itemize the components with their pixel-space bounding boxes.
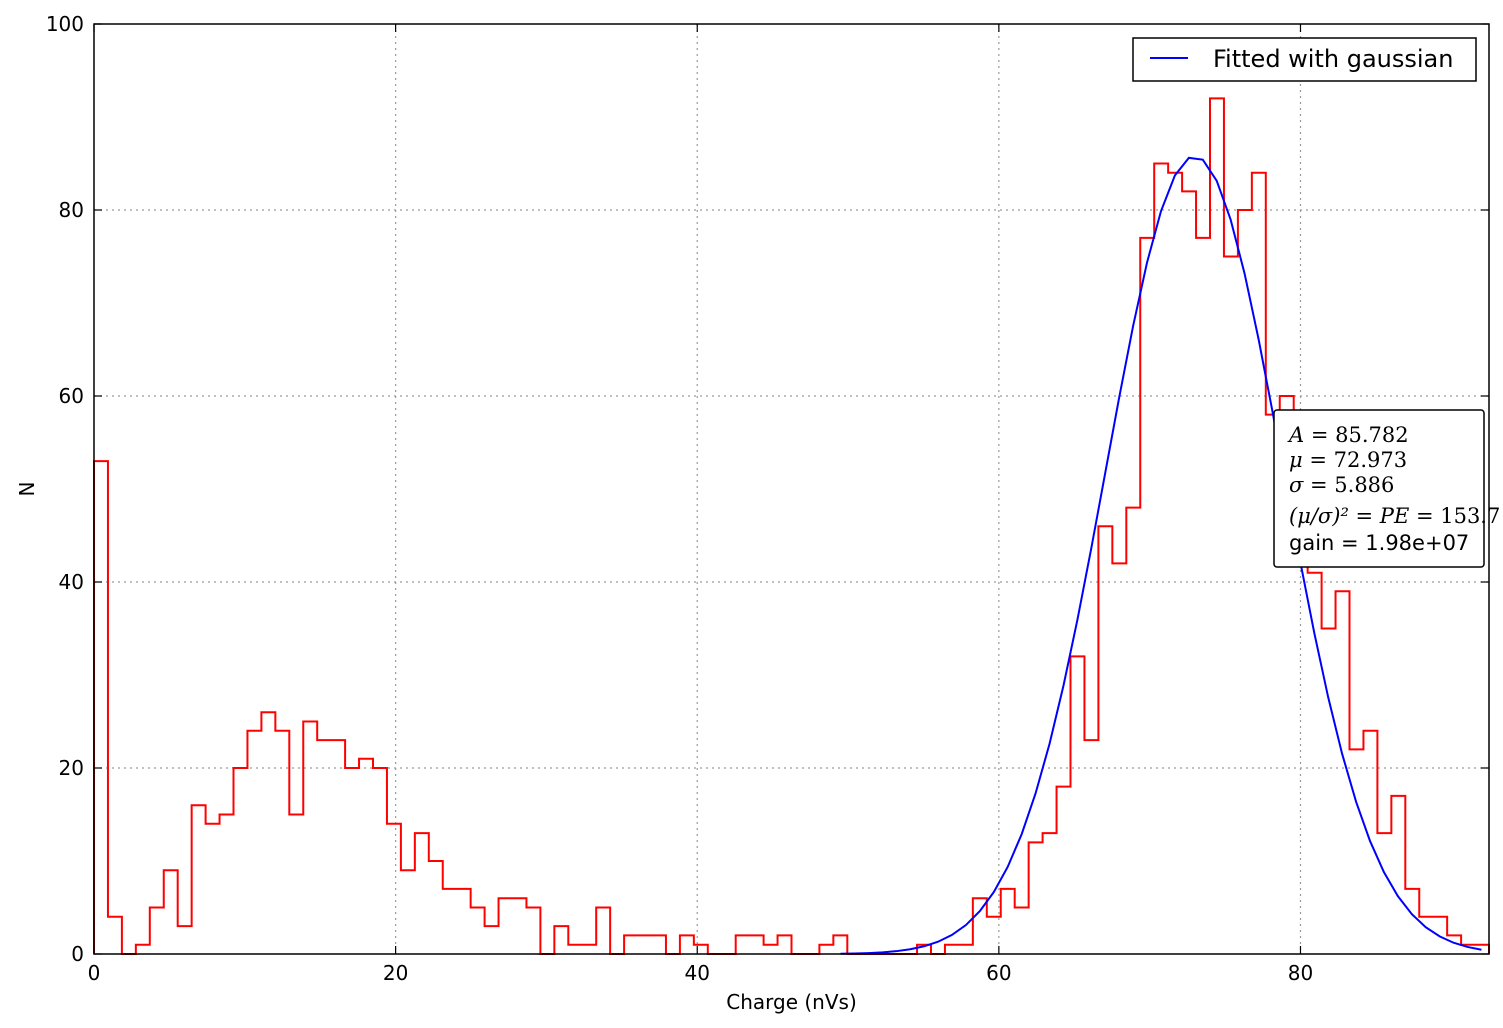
grid	[94, 24, 1489, 954]
legend[interactable]: Fitted with gaussian	[1132, 37, 1477, 82]
x-tick-label: 60	[986, 961, 1011, 985]
x-tick-label: 80	[1288, 961, 1313, 985]
y-tick-label: 0	[71, 942, 84, 966]
param-pe: (μ/σ)² = PE = 153.7	[1289, 504, 1500, 528]
fit-curve	[840, 156, 1482, 955]
y-tick-label: 40	[59, 570, 84, 594]
histogram	[93, 97, 1490, 955]
fit-parameters-box: A = 85.782 μ = 72.973 σ = 5.886 (μ/σ)² =…	[1273, 409, 1500, 568]
x-tick-label: 20	[383, 961, 408, 985]
histogram-outline	[93, 97, 1490, 955]
param-gain: gain = 1.98e+07	[1289, 531, 1469, 555]
fit-parameters-frame	[1273, 409, 1485, 568]
param-amplitude: A = 85.782	[1287, 423, 1409, 447]
y-tick-label: 80	[59, 198, 84, 222]
x-tick-label: 0	[88, 961, 101, 985]
y-tick-label: 20	[59, 756, 84, 780]
axis-ticks: 0 20 40 60 80 0 20 40 60 80 100	[46, 12, 1489, 985]
legend-box	[1132, 37, 1477, 82]
legend-label-gaussian: Fitted with gaussian	[1213, 45, 1453, 73]
series-line-gaussian	[840, 156, 1482, 955]
x-tick-label: 40	[685, 961, 710, 985]
y-axis-title: N	[15, 482, 39, 497]
x-axis-title: Charge (nVs)	[726, 990, 857, 1014]
plot-frame	[93, 23, 1490, 955]
y-tick-label: 100	[46, 12, 84, 36]
y-tick-label: 60	[59, 384, 84, 408]
param-sigma: σ = 5.886	[1289, 473, 1394, 497]
param-mu: μ = 72.973	[1289, 448, 1407, 472]
